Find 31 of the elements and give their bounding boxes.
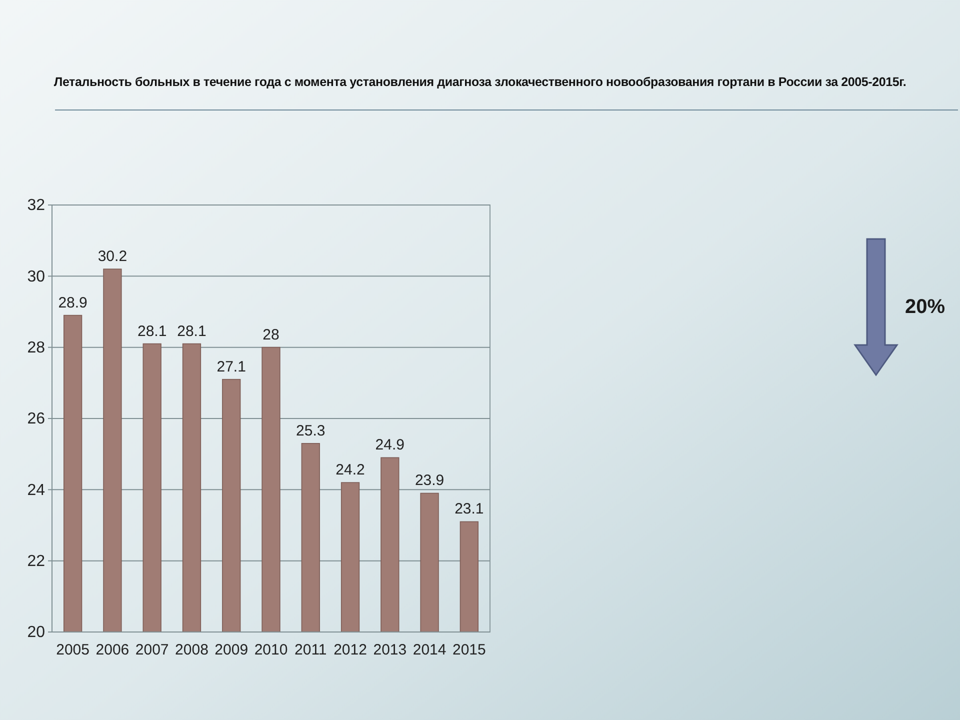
x-tick-label: 2007 xyxy=(135,642,169,659)
x-tick-label: 2010 xyxy=(254,642,288,659)
x-tick-label: 2014 xyxy=(412,642,446,659)
x-tick-label: 2005 xyxy=(56,642,90,659)
x-tick-label: 2012 xyxy=(334,642,367,659)
x-tick-label: 2009 xyxy=(214,642,248,659)
y-tick-label: 20 xyxy=(27,624,46,642)
data-label: 28 xyxy=(262,326,280,344)
y-tick-label: 28 xyxy=(27,339,46,356)
data-label: 28.9 xyxy=(58,294,88,312)
y-tick-label: 22 xyxy=(27,552,46,570)
data-label: 28.1 xyxy=(137,322,167,340)
data-label: 23.1 xyxy=(454,500,484,518)
data-label: 30.2 xyxy=(98,248,128,266)
data-label: 28.1 xyxy=(177,322,206,340)
data-label: 23.9 xyxy=(414,472,444,490)
y-tick-label: 24 xyxy=(27,482,46,499)
data-label: 27.1 xyxy=(216,358,246,376)
x-tick-label: 2006 xyxy=(96,642,130,659)
y-tick-label: 30 xyxy=(27,268,46,286)
data-label: 24.9 xyxy=(375,436,405,454)
text: 20% xyxy=(904,296,946,318)
x-tick-label: 2011 xyxy=(294,642,327,659)
data-label: 24.2 xyxy=(336,462,365,479)
chart-title: Летальность больных в течение года с момента установления диагноза злокачественного новообразования гортани в России за 2005-2015г. xyxy=(54,75,906,89)
x-tick-label: 2013 xyxy=(373,642,407,659)
y-tick-label: 32 xyxy=(27,197,46,214)
y-tick-label: 26 xyxy=(27,410,46,428)
x-tick-label: 2015 xyxy=(452,642,486,659)
x-tick-label: 2008 xyxy=(175,642,208,659)
data-label: 25.3 xyxy=(296,422,326,440)
